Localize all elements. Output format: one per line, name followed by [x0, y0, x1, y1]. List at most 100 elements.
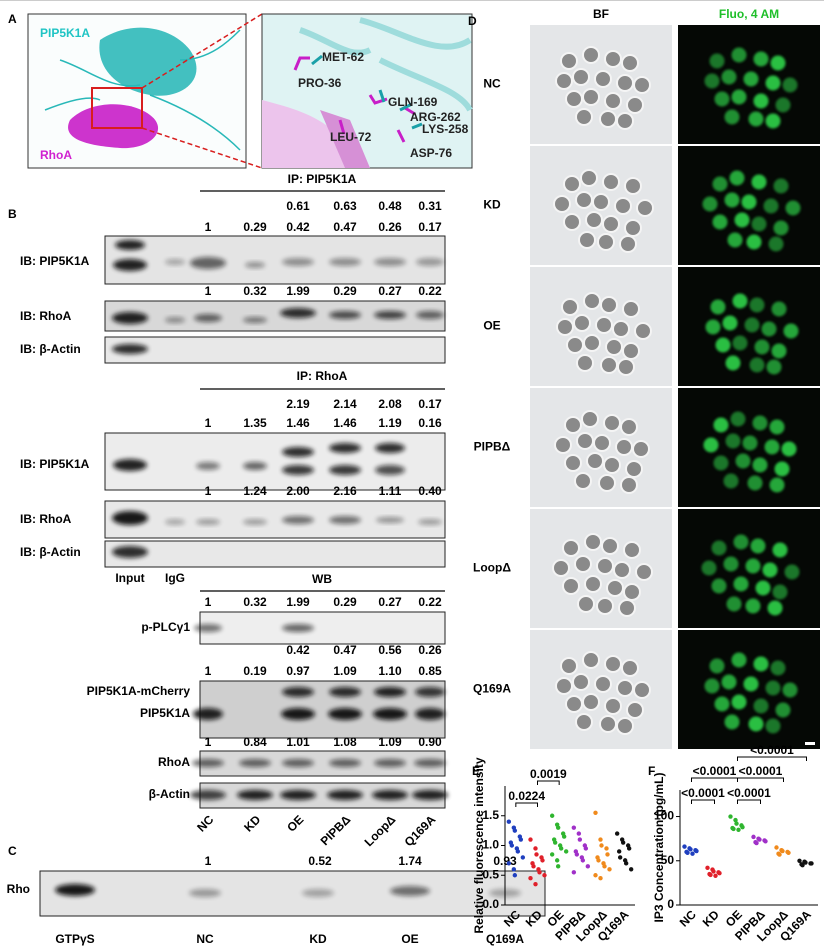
data-point — [711, 869, 716, 874]
embryo — [582, 46, 600, 64]
lane-label: KD — [309, 932, 327, 946]
embryo-fluo — [753, 698, 769, 714]
embryo — [563, 175, 581, 193]
data-point — [628, 867, 634, 872]
embryo — [593, 434, 611, 452]
blot-label: PIP5K1A-mCherry — [87, 684, 191, 698]
ratio-label: 0.84 — [243, 735, 267, 749]
rhoa-structure — [68, 104, 159, 149]
ratio-label: 0.17 — [418, 220, 442, 234]
embryo — [626, 96, 644, 114]
band — [239, 759, 271, 767]
blot-label: IB: PIP5K1A — [20, 457, 90, 471]
embryo — [620, 418, 638, 436]
lane-label: NC — [194, 812, 216, 834]
band — [375, 443, 405, 453]
row-label: KD — [483, 198, 501, 212]
embryo — [581, 410, 599, 428]
embryo — [578, 231, 596, 249]
residue-label: ASP-76 — [410, 146, 452, 160]
data-point — [554, 858, 560, 863]
embryo-fluo — [725, 433, 741, 449]
embryo-fluo — [711, 578, 727, 594]
embryo — [582, 651, 600, 669]
embryo-fluo — [710, 299, 726, 315]
embryo-fluo — [702, 196, 718, 212]
embryo-fluo — [781, 441, 797, 457]
embryo-fluo — [729, 170, 745, 186]
blot — [199, 782, 446, 809]
embryo — [595, 316, 613, 334]
embryo-fluo — [712, 214, 728, 230]
data-point — [705, 865, 710, 871]
data-point — [685, 850, 690, 856]
embryo-fluo — [727, 232, 743, 248]
embryo-fluo — [782, 77, 798, 93]
data-point — [708, 872, 713, 878]
embryo — [576, 432, 594, 450]
lane-label: GTPγS — [55, 932, 94, 946]
panel-a-art — [27, 13, 473, 169]
embryo-fluo — [775, 97, 791, 113]
band — [282, 624, 314, 632]
blot-label: IB: RhoA — [20, 512, 72, 526]
data-point — [537, 870, 542, 875]
ratio-label: 1 — [205, 735, 212, 749]
rhoa-sheet — [320, 110, 370, 168]
embryo-fluo — [753, 51, 769, 67]
p-value: <0.0001 — [681, 786, 725, 800]
data-point — [583, 846, 589, 851]
band — [245, 262, 265, 268]
embryo-fluo — [723, 473, 739, 489]
embryo-fluo — [722, 315, 738, 331]
ratio-label: 1 — [205, 595, 212, 609]
data-point — [616, 849, 622, 854]
column-label: BF — [593, 7, 609, 21]
embryo-fluo — [724, 192, 740, 208]
ratio-label: 0.42 — [286, 220, 310, 234]
embryo — [596, 557, 614, 575]
y-tick-label: 50 — [661, 853, 675, 867]
ratio-label: 0.47 — [333, 643, 357, 657]
embryo-fluo — [783, 323, 799, 339]
ratio-label: 0.42 — [286, 643, 310, 657]
ratio-label: 0.27 — [378, 595, 402, 609]
lane-label: OE — [401, 932, 418, 946]
lane-label: Q169A — [486, 932, 524, 946]
data-point — [552, 840, 558, 845]
embryo-fluo — [761, 321, 777, 337]
pip5k1a-structure — [99, 27, 197, 96]
x-tick-label: KD — [700, 907, 722, 929]
row-label: LoopΔ — [473, 561, 511, 575]
band — [412, 790, 448, 800]
ratio-label: 1 — [205, 664, 212, 678]
ratio-label: 0.61 — [286, 199, 310, 213]
ratio-label: 2.16 — [333, 484, 357, 498]
embryo — [574, 555, 592, 573]
data-point — [506, 819, 512, 824]
p-value: <0.0001 — [739, 764, 783, 778]
y-tick-label: 0.0 — [482, 897, 499, 911]
embryo — [602, 173, 620, 191]
embryo-fluo — [768, 236, 784, 252]
y-tick-label: 0 — [667, 897, 674, 911]
embryo — [599, 715, 617, 733]
embryo — [592, 193, 610, 211]
band — [329, 687, 361, 697]
embryo — [615, 438, 633, 456]
embryo — [626, 701, 644, 719]
data-point — [797, 858, 802, 863]
ratio-label: 1 — [205, 416, 212, 430]
embryo — [606, 579, 624, 597]
residue-sticks — [293, 56, 416, 143]
zoom-line — [141, 127, 263, 169]
embryo-fluo — [704, 73, 720, 89]
embryo-fluo — [705, 319, 721, 335]
row-label: OE — [483, 319, 500, 333]
p-value: <0.0001 — [750, 743, 794, 757]
embryo — [562, 577, 580, 595]
data-point — [717, 870, 722, 876]
embryo-fluo — [730, 411, 746, 427]
significance-bracket — [691, 777, 738, 782]
